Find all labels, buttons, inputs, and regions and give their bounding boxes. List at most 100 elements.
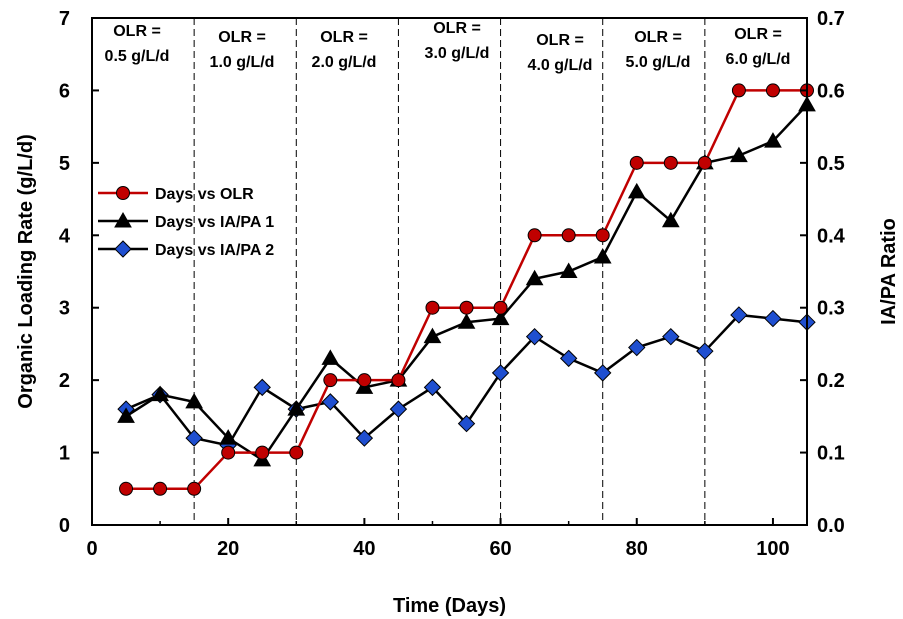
data-point bbox=[696, 342, 714, 360]
phase-label-line2: 6.0 g/L/d bbox=[726, 51, 791, 68]
data-point bbox=[457, 313, 476, 329]
data-point bbox=[185, 392, 204, 409]
data-point bbox=[730, 306, 748, 324]
data-point bbox=[119, 481, 134, 496]
phase-label-line2: 5.0 g/L/d bbox=[626, 54, 691, 71]
data-point bbox=[593, 248, 612, 264]
data-point bbox=[561, 228, 576, 243]
data-point bbox=[764, 132, 782, 148]
data-point bbox=[731, 83, 746, 98]
y-tick-label-right: 0.3 bbox=[817, 298, 845, 320]
data-point bbox=[764, 309, 782, 328]
legend-label: Days vs IA/PA 1 bbox=[155, 214, 274, 231]
phase-label-line1: OLR = bbox=[113, 23, 161, 40]
y-tick-label-left: 1 bbox=[59, 443, 70, 465]
x-tick-label: 20 bbox=[217, 538, 239, 560]
data-point bbox=[595, 228, 610, 243]
legend-label: Days vs OLR bbox=[155, 186, 254, 203]
legend-marker bbox=[116, 186, 130, 200]
data-point bbox=[525, 327, 544, 346]
data-point bbox=[255, 445, 270, 460]
data-point bbox=[663, 155, 678, 170]
x-tick-label: 40 bbox=[353, 538, 375, 560]
data-point bbox=[289, 445, 304, 460]
x-tick-label: 100 bbox=[756, 538, 789, 560]
legend-item: Days vs IA/PA 1 bbox=[98, 211, 274, 231]
data-point bbox=[391, 373, 406, 388]
data-point bbox=[185, 429, 203, 447]
data-point bbox=[527, 228, 542, 243]
y-tick-label-left: 2 bbox=[59, 370, 70, 392]
plot-area-frame bbox=[91, 17, 808, 526]
data-point bbox=[389, 400, 408, 418]
data-point bbox=[117, 407, 135, 423]
data-point bbox=[459, 300, 474, 315]
phase-label-line1: OLR = bbox=[433, 20, 481, 37]
y-tick-label-left: 4 bbox=[59, 225, 71, 247]
y-axis-title-right: IA/PA Ratio bbox=[878, 218, 900, 325]
data-point bbox=[219, 429, 238, 445]
legend-item: Days vs IA/PA 2 bbox=[98, 240, 274, 259]
data-point bbox=[321, 349, 340, 365]
data-point bbox=[493, 300, 508, 315]
data-point bbox=[491, 364, 510, 382]
phase-label-line2: 2.0 g/L/d bbox=[312, 54, 377, 71]
x-tick-label: 80 bbox=[626, 538, 648, 560]
y-tick-label-right: 0.0 bbox=[817, 515, 845, 537]
data-point bbox=[253, 378, 271, 397]
y-tick-label-right: 0.4 bbox=[817, 225, 846, 247]
y-tick-label-right: 0.1 bbox=[817, 443, 845, 465]
phase-label-line1: OLR = bbox=[536, 32, 584, 49]
y-tick-label-left: 0 bbox=[59, 515, 70, 537]
axis-ticks: 0 20 40 60 80 100 0 1 2 3 4 5 6 7 0.0 0.1 0.2 0.3 0.4 0.5 0.… bbox=[59, 8, 846, 560]
y-tick-label-right: 0.6 bbox=[817, 80, 845, 102]
phase-label-line1: OLR = bbox=[734, 26, 782, 43]
data-point bbox=[629, 155, 644, 170]
legend-marker bbox=[114, 240, 132, 258]
data-point bbox=[525, 269, 544, 286]
y-axis-title-left: Organic Loading Rate (g/L/d) bbox=[15, 134, 37, 408]
data-point bbox=[594, 364, 612, 382]
data-point bbox=[491, 309, 510, 326]
data-point bbox=[287, 400, 306, 416]
data-point bbox=[323, 373, 338, 388]
x-tick-label: 0 bbox=[86, 538, 97, 560]
phase-label-line2: 1.0 g/L/d bbox=[210, 54, 275, 71]
data-point bbox=[423, 378, 442, 397]
series-layer bbox=[117, 83, 816, 496]
data-point bbox=[153, 481, 168, 496]
data-point bbox=[457, 414, 476, 433]
series-0 bbox=[119, 83, 814, 496]
data-point bbox=[355, 429, 374, 447]
data-point bbox=[425, 300, 440, 315]
phase-label-line1: OLR = bbox=[320, 29, 368, 46]
y-tick-label-left: 3 bbox=[59, 298, 70, 320]
data-point bbox=[187, 481, 202, 496]
y-tick-label-right: 0.2 bbox=[817, 370, 845, 392]
y-tick-label-left: 6 bbox=[59, 80, 70, 102]
data-point bbox=[627, 182, 646, 199]
data-point bbox=[765, 83, 780, 98]
data-point bbox=[321, 393, 340, 411]
x-axis-title: Time (Days) bbox=[393, 595, 506, 617]
y-tick-label-right: 0.5 bbox=[817, 153, 845, 175]
data-point bbox=[697, 155, 712, 170]
data-point bbox=[662, 327, 680, 346]
data-point bbox=[559, 349, 578, 368]
phase-label-line1: OLR = bbox=[634, 29, 682, 46]
phase-annotations: OLR = 0.5 g/L/d OLR = 1.0 g/L/d OLR = 2.0 g/L… bbox=[105, 20, 791, 74]
data-point bbox=[730, 146, 748, 163]
phase-label-line2: 0.5 g/L/d bbox=[105, 48, 170, 65]
data-point bbox=[661, 211, 680, 228]
legend-label: Days vs IA/PA 2 bbox=[155, 242, 274, 259]
legend-item: Days vs OLR bbox=[98, 186, 254, 203]
phase-label-line2: 3.0 g/L/d bbox=[425, 45, 490, 62]
phase-label-line1: OLR = bbox=[218, 29, 266, 46]
data-point bbox=[151, 385, 169, 402]
y-tick-label-right: 0.7 bbox=[817, 8, 845, 30]
x-tick-label: 60 bbox=[489, 538, 511, 560]
legend-marker bbox=[114, 211, 132, 228]
data-point bbox=[221, 445, 236, 460]
y-tick-label-left: 5 bbox=[59, 153, 70, 175]
